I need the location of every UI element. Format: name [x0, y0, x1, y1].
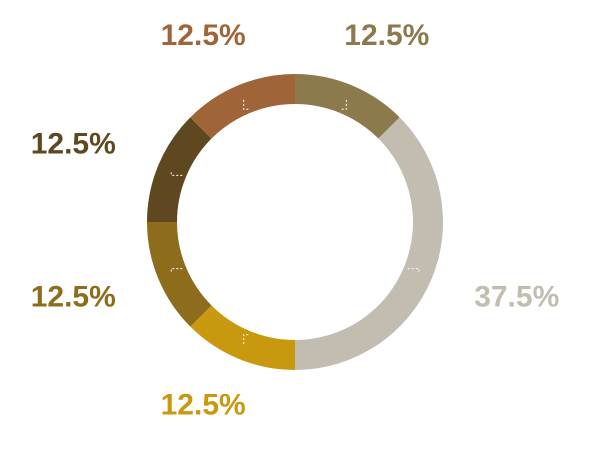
value-label: 12.5%	[31, 280, 116, 313]
leader-line	[341, 98, 347, 110]
donut-segment	[147, 222, 212, 327]
donut-segment	[147, 117, 212, 222]
value-label: 12.5%	[161, 389, 246, 422]
donut-segment	[190, 74, 295, 139]
donut-segment	[295, 117, 444, 370]
leader-line	[243, 98, 249, 110]
value-label: 12.5%	[161, 19, 246, 52]
value-label: 12.5%	[344, 19, 429, 52]
value-label: 37.5%	[474, 280, 559, 313]
donut-segment	[190, 305, 295, 370]
donut-segment	[295, 74, 400, 139]
value-label: 12.5%	[31, 127, 116, 160]
leader-line	[243, 334, 249, 346]
